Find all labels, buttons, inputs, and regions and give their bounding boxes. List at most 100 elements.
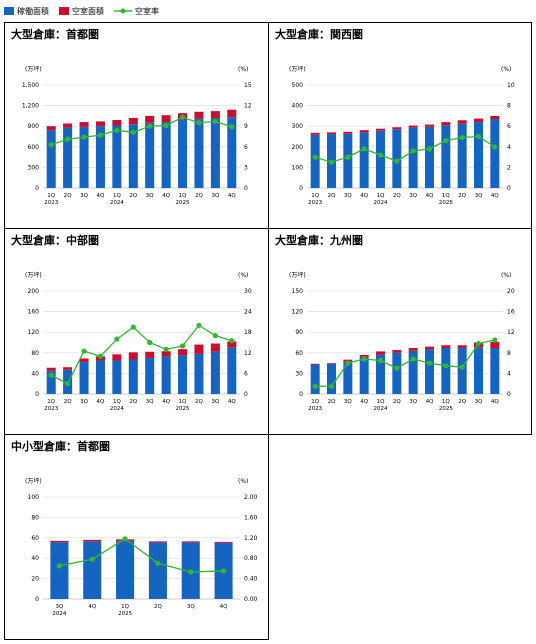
right-tick-label: 6 [507, 123, 511, 130]
rate-point [114, 127, 120, 133]
x-tick-label: 1Q [442, 399, 450, 405]
left-tick-label: 30 [295, 370, 303, 377]
rate-point [394, 365, 400, 371]
right-tick-label: 0 [244, 185, 248, 192]
right-tick-label: 12 [244, 103, 252, 110]
bar-occupied [210, 351, 220, 394]
x-year-label: 2024 [374, 200, 388, 206]
x-tick-label: 2Q [393, 399, 401, 405]
right-tick-label: 20 [507, 288, 515, 295]
rate-line [59, 538, 224, 573]
bar-vacant [408, 347, 418, 351]
bar-vacant [145, 115, 155, 123]
bar-occupied [46, 130, 56, 188]
bar-occupied [474, 122, 483, 188]
x-tick-label: 4Q [162, 399, 170, 405]
x-tick-label: 2Q [328, 193, 336, 199]
x-year-label: 2024 [110, 406, 124, 412]
x-tick-label: 1Q [179, 399, 187, 405]
rate-line [314, 135, 496, 163]
bar-vacant [83, 539, 102, 542]
bar-occupied [376, 130, 385, 188]
x-tick-label: 4Q [491, 193, 499, 199]
bar-vacant [79, 122, 89, 127]
right-tick-label: 0 [507, 391, 511, 398]
rate-point [229, 338, 235, 344]
rate-point [179, 114, 186, 120]
bar-vacant [210, 343, 220, 352]
x-tick-label: 2Q [154, 604, 162, 610]
rate-point [48, 372, 54, 378]
rate-point [377, 152, 384, 158]
bar-vacant [392, 127, 402, 130]
bar-vacant [310, 132, 320, 135]
left-tick-label: 300 [292, 123, 304, 130]
rate-point [196, 120, 202, 126]
rate-point [410, 148, 416, 154]
x-tick-label: 3Q [409, 193, 417, 199]
legend-rate: 空室率 [114, 6, 159, 17]
right-tick-label: 12 [507, 329, 515, 336]
right-tick-label: 15 [244, 82, 252, 89]
x-year-label: 2025 [439, 200, 453, 206]
rate-point [56, 563, 63, 569]
bar-occupied [343, 133, 353, 188]
bar-vacant [441, 345, 451, 348]
x-tick-label: 4Q [97, 399, 105, 405]
rate-point [220, 568, 227, 574]
bar-vacant [46, 367, 56, 371]
left-tick-label: 1,200 [22, 103, 39, 110]
legend: 稼働面積 空室面積 空室率 [4, 4, 169, 18]
x-year-label: 2025 [118, 611, 132, 617]
bar-occupied [425, 126, 434, 188]
legend-vacant-label: 空室面積 [72, 6, 104, 16]
x-tick-label: 4Q [426, 399, 434, 405]
bar-occupied [178, 355, 188, 394]
bar-vacant [490, 115, 500, 119]
x-tick-label: 4Q [491, 399, 499, 405]
rate-point [443, 363, 449, 369]
left-tick-label: 600 [28, 144, 40, 151]
x-tick-label: 3Q [187, 604, 195, 610]
right-tick-label: 8 [507, 350, 511, 357]
right-tick-label: 0.80 [244, 555, 258, 562]
right-unit-label: (%) [501, 66, 511, 73]
bar-vacant [359, 354, 369, 357]
left-tick-label: 400 [292, 103, 304, 110]
bar-vacant [161, 351, 171, 357]
left-tick-label: 1,500 [22, 82, 39, 89]
bar-vacant [46, 126, 56, 131]
bar-vacant [112, 120, 122, 126]
left-unit-label: (万坪) [25, 65, 42, 73]
x-tick-label: 2Q [64, 193, 72, 199]
right-tick-label: 8 [507, 103, 511, 110]
bar-vacant [408, 125, 418, 128]
rate-point [212, 118, 218, 124]
bar-occupied [161, 356, 171, 394]
bar-occupied [441, 347, 451, 394]
x-tick-label: 3Q [344, 193, 352, 199]
chart-title: 大型倉庫：中部圏 [11, 234, 99, 247]
legend-occupied-swatch [4, 7, 14, 15]
bar-occupied [194, 118, 204, 188]
bar-vacant [112, 354, 122, 361]
bar-occupied [310, 134, 320, 188]
bar-vacant [161, 115, 171, 123]
chart-svg: (万坪) (%) 0 20 40 60 80 100 0.00 0.40 0.80 1.20 1.60 2… [25, 477, 258, 617]
right-tick-label: 2.00 [244, 494, 258, 501]
bar-vacant [128, 352, 138, 360]
left-tick-label: 60 [31, 535, 39, 542]
x-year-label: 2025 [176, 406, 190, 412]
rate-point [81, 348, 87, 354]
rate-point [361, 356, 367, 362]
x-tick-label: 4Q [426, 193, 434, 199]
bar-occupied [441, 125, 451, 188]
left-tick-label: 900 [28, 123, 40, 130]
right-tick-label: 30 [244, 288, 252, 295]
bar-vacant [194, 344, 204, 354]
bar-occupied [83, 541, 102, 599]
bar-occupied [227, 347, 237, 394]
rate-point [492, 337, 498, 343]
left-unit-label: (万坪) [25, 477, 42, 485]
rate-point [179, 343, 186, 349]
